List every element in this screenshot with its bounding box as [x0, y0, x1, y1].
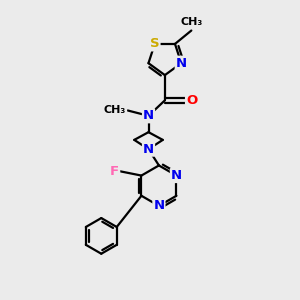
Text: N: N	[171, 169, 182, 182]
Text: CH₃: CH₃	[180, 17, 202, 27]
Text: N: N	[143, 143, 154, 156]
Text: CH₃: CH₃	[104, 106, 126, 116]
Text: S: S	[150, 38, 160, 50]
Text: N: N	[176, 57, 187, 70]
Text: F: F	[110, 165, 119, 178]
Text: O: O	[186, 94, 197, 107]
Text: N: N	[153, 200, 164, 212]
Text: N: N	[143, 109, 154, 122]
